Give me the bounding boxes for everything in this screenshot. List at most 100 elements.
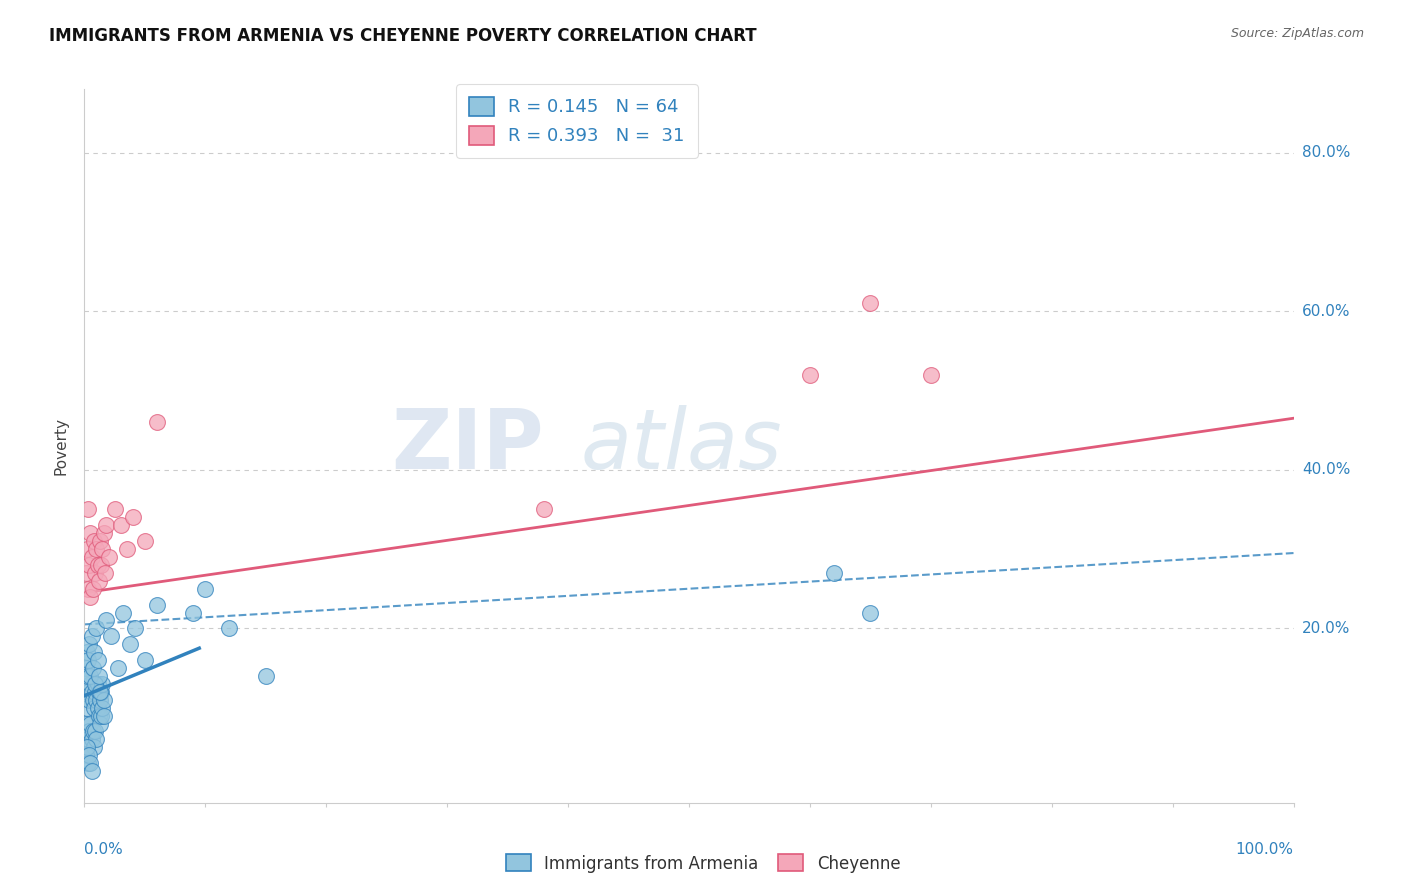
Point: [124, 621, 146, 635]
Point: [80, 732, 103, 747]
Point: [80, 685, 103, 699]
Point: [84, 724, 107, 739]
Point: [86, 542, 108, 557]
Point: [77, 756, 100, 771]
Point: [79, 677, 101, 691]
Point: [75, 716, 97, 731]
Text: 80.0%: 80.0%: [1302, 145, 1350, 161]
Point: [859, 296, 882, 310]
Point: [533, 502, 555, 516]
Point: [194, 582, 217, 596]
Point: [76, 645, 98, 659]
Point: [77, 558, 100, 572]
Point: [90, 685, 112, 699]
Point: [79, 716, 101, 731]
Legend: R = 0.145   N = 64, R = 0.393   N =  31: R = 0.145 N = 64, R = 0.393 N = 31: [456, 84, 697, 158]
Point: [76, 542, 98, 557]
Point: [115, 542, 138, 557]
Point: [86, 700, 108, 714]
Point: [120, 637, 142, 651]
Point: [110, 518, 132, 533]
Point: [82, 692, 104, 706]
Point: [86, 621, 108, 635]
Point: [79, 756, 101, 771]
Point: [87, 708, 110, 723]
Point: [94, 614, 117, 628]
Point: [146, 415, 169, 429]
Point: [82, 724, 104, 739]
Point: [84, 677, 107, 691]
Text: Source: ZipAtlas.com: Source: ZipAtlas.com: [1230, 27, 1364, 40]
Point: [146, 598, 169, 612]
Point: [91, 677, 114, 691]
Point: [77, 732, 100, 747]
Point: [121, 510, 143, 524]
Point: [86, 732, 108, 747]
Point: [80, 764, 103, 778]
Point: [77, 582, 100, 596]
Point: [77, 653, 100, 667]
Point: [89, 534, 111, 549]
Legend: Immigrants from Armenia, Cheyenne: Immigrants from Armenia, Cheyenne: [499, 847, 907, 880]
Point: [77, 502, 100, 516]
Point: [84, 566, 107, 580]
Point: [76, 740, 98, 755]
Point: [86, 677, 108, 691]
Point: [859, 606, 882, 620]
Point: [84, 685, 107, 699]
Point: [86, 558, 108, 572]
Point: [87, 669, 110, 683]
Point: [94, 566, 117, 580]
Point: [82, 582, 104, 596]
Point: [82, 661, 104, 675]
Point: [93, 692, 115, 706]
Text: ZIP: ZIP: [391, 406, 544, 486]
Text: 40.0%: 40.0%: [1302, 462, 1350, 477]
Point: [77, 637, 100, 651]
Point: [97, 549, 120, 564]
Point: [75, 661, 97, 675]
Point: [83, 645, 105, 659]
Point: [79, 526, 101, 541]
Text: 60.0%: 60.0%: [1302, 303, 1350, 318]
Point: [134, 653, 156, 667]
Text: atlas: atlas: [581, 406, 782, 486]
Text: 20.0%: 20.0%: [1302, 621, 1350, 636]
Point: [77, 748, 100, 763]
Point: [87, 574, 110, 588]
Point: [86, 692, 108, 706]
Point: [79, 669, 101, 683]
Point: [823, 566, 845, 580]
Point: [89, 685, 111, 699]
Point: [920, 368, 942, 382]
Point: [89, 716, 111, 731]
Point: [134, 534, 156, 549]
Point: [90, 558, 112, 572]
Point: [90, 708, 112, 723]
Point: [77, 685, 100, 699]
Point: [254, 669, 277, 683]
Point: [83, 700, 105, 714]
Text: 0.0%: 0.0%: [84, 842, 124, 857]
Point: [86, 653, 108, 667]
Point: [77, 692, 100, 706]
Point: [76, 700, 98, 714]
Point: [83, 740, 105, 755]
Point: [83, 534, 105, 549]
Point: [104, 502, 127, 516]
Point: [93, 526, 115, 541]
Point: [218, 621, 240, 635]
Point: [91, 542, 114, 557]
Point: [94, 518, 117, 533]
Point: [79, 590, 101, 604]
Point: [80, 629, 103, 643]
Point: [75, 748, 97, 763]
Point: [75, 566, 97, 580]
Point: [112, 606, 135, 620]
Y-axis label: Poverty: Poverty: [53, 417, 69, 475]
Text: 100.0%: 100.0%: [1236, 842, 1294, 857]
Point: [107, 661, 129, 675]
Point: [77, 724, 100, 739]
Point: [89, 692, 111, 706]
Point: [80, 549, 103, 564]
